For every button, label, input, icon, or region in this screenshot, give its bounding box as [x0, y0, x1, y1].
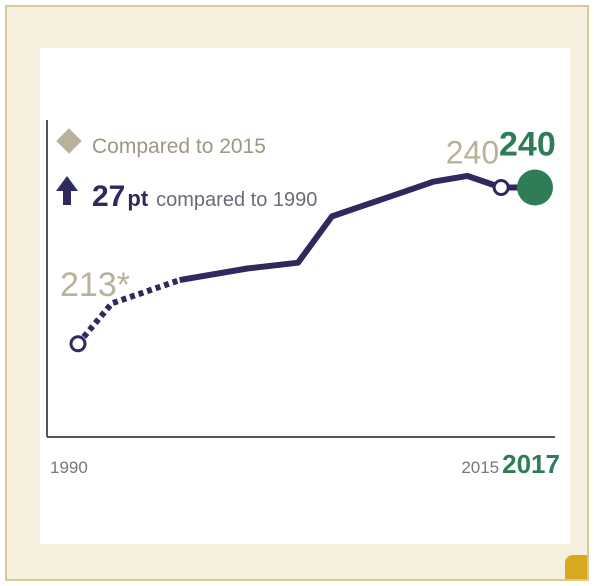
legend-compared-2015: Compared to 2015	[92, 135, 266, 158]
label-2017-value: 240	[499, 125, 556, 163]
change-unit: pt	[127, 186, 148, 211]
corner-tab[interactable]	[565, 555, 587, 579]
change-number: 27	[92, 180, 125, 213]
x-tick-2017: 2017	[502, 449, 560, 479]
start-point-marker	[69, 335, 87, 353]
x-tick-1990: 1990	[50, 458, 88, 477]
label-2015-value: 240	[446, 134, 499, 170]
chart-card	[5, 5, 589, 581]
arrow-up-icon	[56, 176, 78, 205]
2017-point-marker	[517, 169, 553, 206]
legend-change: 27pt compared to 1990	[92, 180, 317, 213]
change-text: compared to 1990	[156, 189, 317, 211]
series-line	[179, 172, 535, 284]
chart-panel	[40, 48, 570, 544]
diamond-icon	[56, 128, 82, 154]
series-line-estimated	[75, 277, 181, 346]
label-1990-value: 213*	[60, 266, 130, 304]
2015-point-marker	[492, 178, 510, 196]
x-tick-2015: 2015	[461, 458, 499, 477]
